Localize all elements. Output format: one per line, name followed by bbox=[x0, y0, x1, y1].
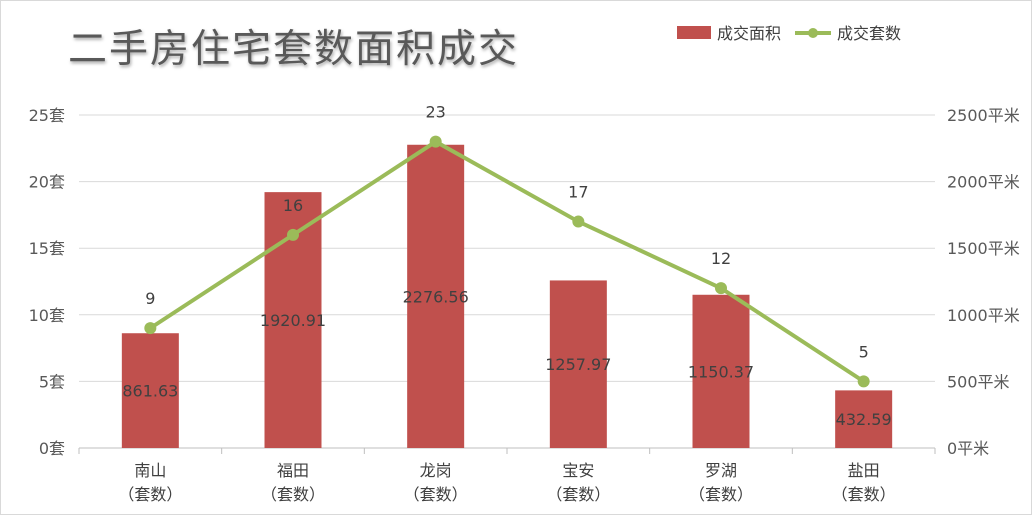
line-count bbox=[148, 139, 866, 384]
x-tick-label-sub: （套数） bbox=[832, 485, 896, 504]
x-tick-label-sub: （套数） bbox=[261, 485, 325, 504]
x-tick-label-sub: （套数） bbox=[689, 485, 753, 504]
legend-swatch-area bbox=[677, 25, 711, 39]
x-tick-label-sub: （套数） bbox=[118, 485, 182, 504]
y-right-tick-label: 2000平米 bbox=[947, 173, 1020, 192]
y-left-tick-label: 0套 bbox=[39, 439, 65, 458]
line-point bbox=[857, 375, 870, 388]
line-data-label: 5 bbox=[859, 342, 869, 361]
legend-label-area: 成交面积 bbox=[717, 24, 782, 43]
y-right-tick-label: 1000平米 bbox=[947, 306, 1020, 325]
line-point bbox=[572, 215, 585, 228]
legend-label-count: 成交套数 bbox=[837, 24, 902, 43]
x-tick-label: 龙岗 bbox=[420, 461, 452, 480]
legend-item-area: 成交面积 bbox=[677, 20, 781, 44]
y-left-tick-label: 20套 bbox=[29, 173, 65, 192]
bar-area bbox=[692, 294, 750, 448]
bar-area bbox=[835, 390, 893, 448]
line-point bbox=[715, 282, 727, 295]
bar-area bbox=[549, 280, 607, 448]
y-right-tick-label: 500平米 bbox=[947, 372, 1010, 391]
bar-area bbox=[121, 333, 179, 448]
line-point bbox=[144, 322, 157, 335]
bar-data-label: 1920.91 bbox=[260, 311, 326, 330]
line-point bbox=[287, 228, 299, 241]
line-data-label: 16 bbox=[283, 196, 303, 215]
line-data-label: 9 bbox=[145, 289, 155, 308]
line-data-label: 17 bbox=[568, 183, 588, 202]
x-tick-label: 宝安 bbox=[562, 461, 594, 480]
x-tick-label: 福田 bbox=[277, 461, 309, 480]
bar-data-label: 1150.37 bbox=[688, 362, 754, 381]
y-left-tick-label: 25套 bbox=[29, 106, 65, 125]
bar-data-label: 432.59 bbox=[836, 410, 892, 429]
x-tick-label-sub: （套数） bbox=[404, 485, 468, 504]
x-tick-label: 罗湖 bbox=[705, 461, 737, 480]
y-left-tick-label: 10套 bbox=[29, 306, 65, 325]
chart-title: 二手房住宅套数面积成交 bbox=[68, 27, 520, 72]
line-data-label: 12 bbox=[711, 249, 731, 268]
legend: 成交面积 成交套数 bbox=[677, 20, 915, 44]
y-right-tick-label: 0平米 bbox=[947, 439, 989, 458]
line-data-label: 23 bbox=[425, 103, 445, 122]
x-tick-label: 盐田 bbox=[848, 461, 880, 480]
bar-area bbox=[407, 144, 465, 448]
legend-item-count: 成交套数 bbox=[795, 20, 901, 44]
bar-data-label: 861.63 bbox=[122, 382, 178, 401]
bar-data-label: 1257.97 bbox=[545, 355, 611, 374]
x-tick-label-sub: （套数） bbox=[546, 485, 610, 504]
bar-data-label: 2276.56 bbox=[403, 287, 469, 306]
legend-swatch-count bbox=[795, 26, 832, 39]
y-right-tick-label: 2500平米 bbox=[947, 106, 1020, 125]
x-tick-label: 南山 bbox=[134, 461, 166, 480]
y-right-tick-label: 1500平米 bbox=[947, 239, 1020, 258]
y-left-tick-label: 5套 bbox=[39, 372, 65, 391]
line-point bbox=[429, 135, 442, 148]
y-left-tick-label: 15套 bbox=[29, 239, 65, 258]
